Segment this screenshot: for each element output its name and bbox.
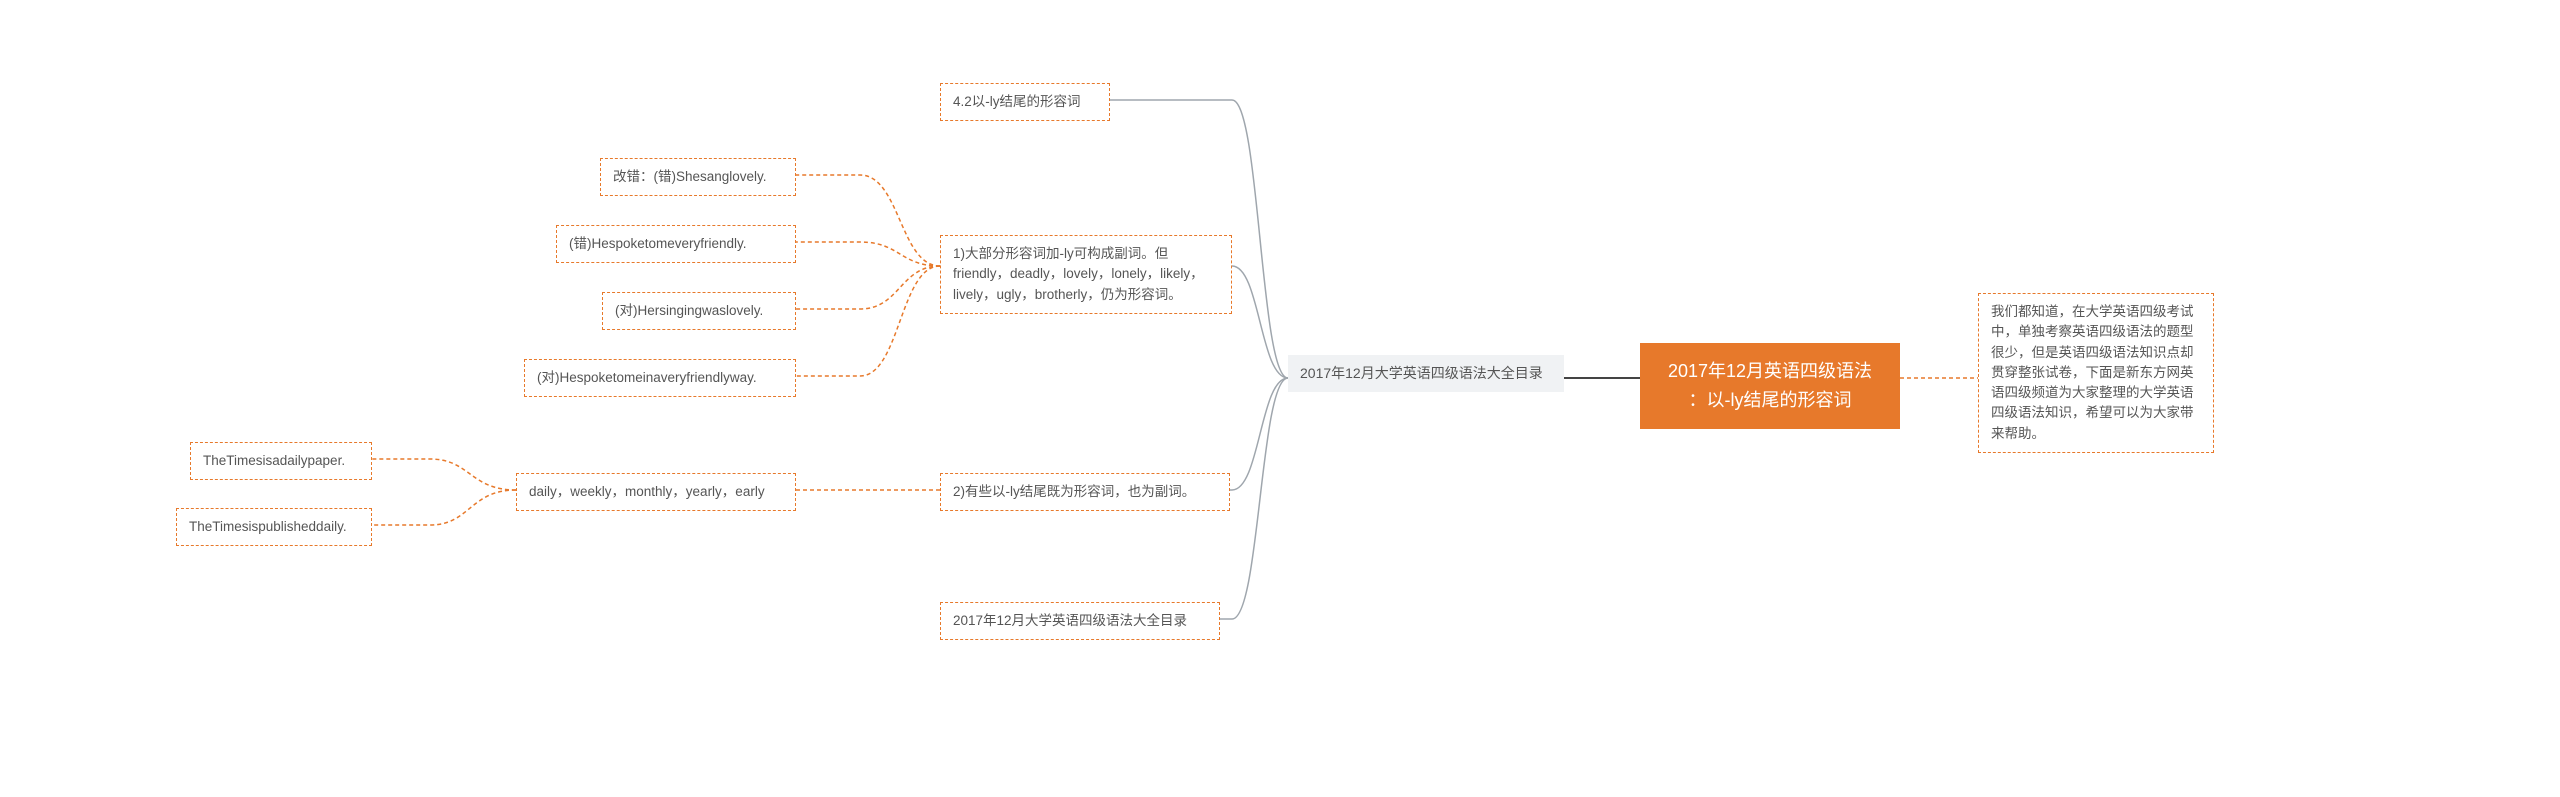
r2-leaf-1: TheTimesisadailypaper. [190,442,372,480]
sub-bottom-text: 2017年12月大学英语四级语法大全目录 [953,613,1187,628]
right-desc-text: 我们都知道，在大学英语四级考试中，单独考察英语四级语法的题型很少，但是英语四级语… [1991,304,2194,441]
r1-child-2: (错)Hespoketomeveryfriendly. [556,225,796,263]
r1-child-4: (对)Hespoketomeinaveryfriendlyway. [524,359,796,397]
r1-child-3: (对)Hersingingwaslovely. [602,292,796,330]
sub-top: 4.2以-ly结尾的形容词 [940,83,1110,121]
right-description: 我们都知道，在大学英语四级考试中，单独考察英语四级语法的题型很少，但是英语四级语… [1978,293,2214,453]
sub-bottom: 2017年12月大学英语四级语法大全目录 [940,602,1220,640]
left-main-text: 2017年12月大学英语四级语法大全目录 [1300,365,1543,381]
r2-child-text: daily，weekly，monthly，yearly，early [529,484,765,499]
r1-c3-text: (对)Hersingingwaslovely. [615,303,763,318]
root-node: 2017年12月英语四级语法 ：以-ly结尾的形容词 [1640,343,1900,429]
r2-l2-text: TheTimesispublisheddaily. [189,519,347,534]
sub-rule1-text: 1)大部分形容词加-ly可构成副词。但friendly，deadly，lovel… [953,246,1204,302]
r1-c4-text: (对)Hespoketomeinaveryfriendlyway. [537,370,757,385]
r2-child: daily，weekly，monthly，yearly，early [516,473,796,511]
r1-c2-text: (错)Hespoketomeveryfriendly. [569,236,747,251]
sub-rule1: 1)大部分形容词加-ly可构成副词。但friendly，deadly，lovel… [940,235,1232,314]
sub-rule2: 2)有些以-ly结尾既为形容词，也为副词。 [940,473,1230,511]
r2-leaf-2: TheTimesispublisheddaily. [176,508,372,546]
sub-rule2-text: 2)有些以-ly结尾既为形容词，也为副词。 [953,484,1195,499]
sub-top-text: 4.2以-ly结尾的形容词 [953,94,1081,109]
r1-c1-text: 改错：(错)Shesanglovely. [613,169,767,184]
root-line2: ：以-ly结尾的形容词 [1658,386,1882,415]
r1-child-1: 改错：(错)Shesanglovely. [600,158,796,196]
left-main-topic: 2017年12月大学英语四级语法大全目录 [1288,355,1564,392]
root-line1: 2017年12月英语四级语法 [1658,357,1882,386]
r2-l1-text: TheTimesisadailypaper. [203,453,345,468]
